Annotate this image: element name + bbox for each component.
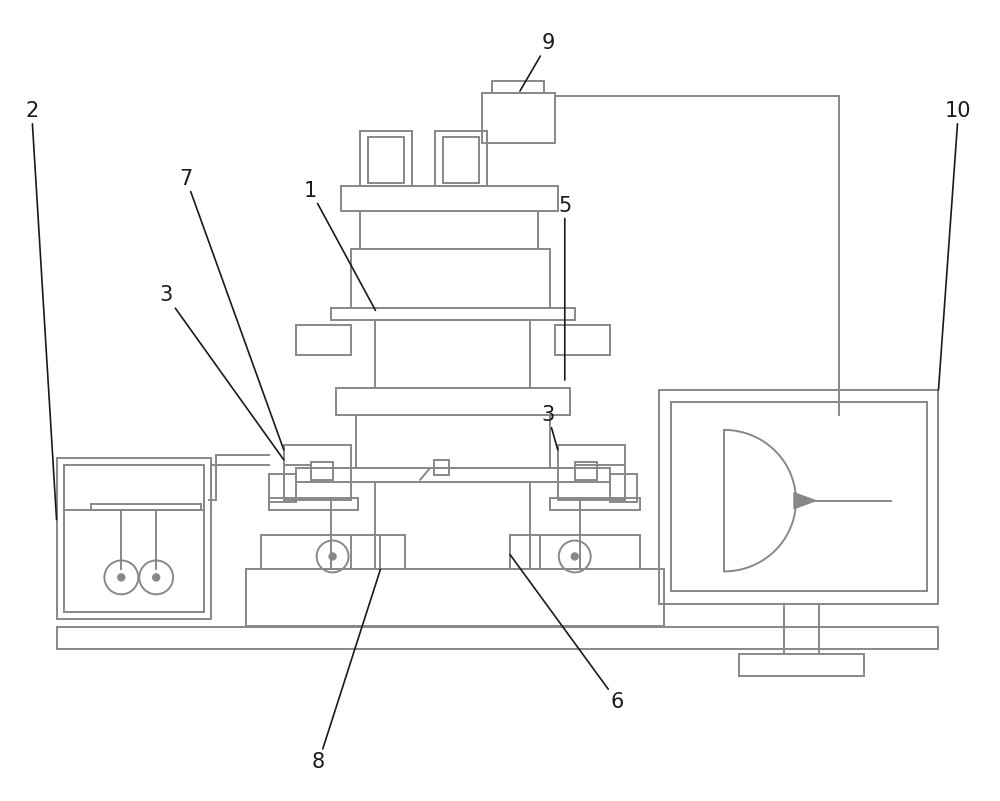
Bar (336, 388, 570, 415)
Bar (351, 248, 550, 308)
Bar (492, 81, 544, 93)
Bar (375, 320, 530, 388)
Text: 7: 7 (179, 169, 284, 450)
Bar (64, 465, 204, 612)
Bar (368, 137, 404, 183)
Text: 3: 3 (160, 285, 284, 460)
Circle shape (571, 553, 578, 560)
Bar (482, 93, 555, 143)
Bar (575, 462, 597, 480)
Text: 6: 6 (510, 554, 624, 712)
Bar (269, 473, 296, 501)
Bar (671, 402, 927, 591)
Bar (360, 131, 412, 186)
Bar (356, 415, 550, 468)
Text: 1: 1 (304, 181, 375, 310)
Bar (435, 131, 487, 186)
Text: 2: 2 (25, 101, 57, 520)
Bar (296, 468, 610, 481)
Bar (311, 462, 333, 480)
Bar (331, 308, 575, 320)
Circle shape (118, 574, 125, 581)
Text: 9: 9 (520, 34, 555, 91)
Bar (434, 460, 449, 475)
Circle shape (329, 553, 336, 560)
Bar (375, 481, 530, 570)
Bar (269, 497, 358, 509)
Bar (510, 534, 640, 570)
Bar (296, 325, 351, 355)
Bar (610, 473, 637, 501)
Bar (550, 497, 640, 509)
Bar (739, 654, 864, 676)
Bar (246, 570, 664, 626)
Bar (659, 390, 938, 604)
Text: 10: 10 (938, 101, 972, 390)
Bar (57, 458, 211, 619)
Text: 3: 3 (541, 405, 558, 450)
Text: 5: 5 (558, 195, 571, 380)
Bar (57, 627, 938, 649)
Bar (91, 504, 201, 509)
Polygon shape (794, 493, 816, 509)
Bar (555, 325, 610, 355)
Bar (360, 211, 538, 248)
Text: 8: 8 (312, 570, 380, 771)
Bar (558, 445, 625, 500)
Bar (284, 445, 351, 500)
Circle shape (153, 574, 160, 581)
Bar (443, 137, 479, 183)
Bar (341, 186, 558, 211)
Bar (261, 534, 405, 570)
